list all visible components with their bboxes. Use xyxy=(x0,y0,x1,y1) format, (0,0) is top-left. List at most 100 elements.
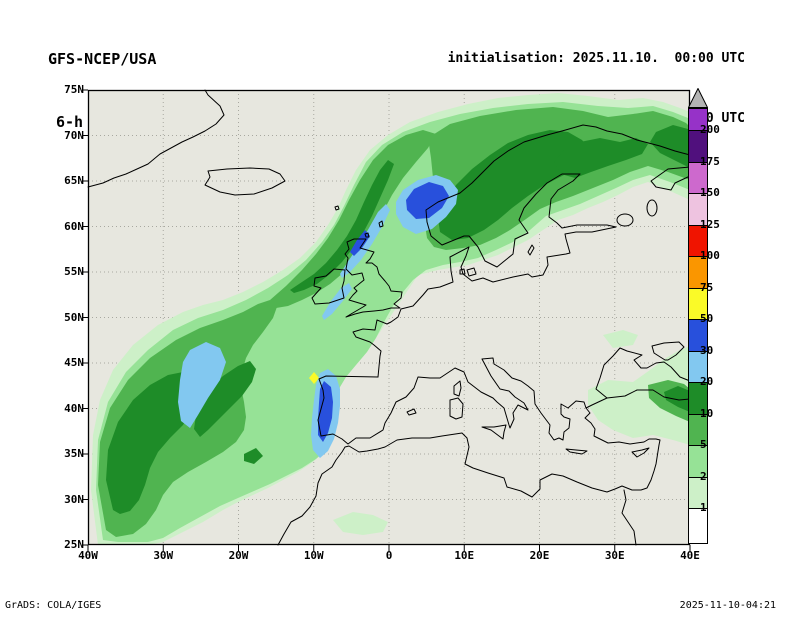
precip-area-10mm xyxy=(554,138,648,178)
lake-ladoga xyxy=(616,213,634,227)
precip-area-10mm xyxy=(650,125,690,168)
model-title: GFS-NCEP/USA xyxy=(48,50,157,68)
colorbar-segment xyxy=(688,193,708,225)
x-axis-label: 10W xyxy=(303,549,324,562)
axis-ticks xyxy=(82,89,691,551)
precip-area-30mm xyxy=(350,230,370,256)
precip-area-10mm xyxy=(106,372,196,514)
precip-area-10mm xyxy=(290,160,394,293)
precip-area-20mm xyxy=(178,342,226,428)
colorbar-segment xyxy=(688,130,708,162)
grads-credit: GrADS: COLA/IGES xyxy=(5,600,102,611)
x-axis-label: 40E xyxy=(680,549,700,562)
great-britain-coast xyxy=(344,238,403,318)
funen-coast xyxy=(459,268,466,275)
colorbar-label: 200 xyxy=(700,123,720,136)
precip-area-1mm xyxy=(603,330,638,348)
colorbar-label: 20 xyxy=(700,375,714,388)
colorbar-segment xyxy=(688,108,708,130)
colorbar-segment xyxy=(688,256,708,288)
x-axis-label: 30W xyxy=(153,549,174,562)
colorbar-label: 175 xyxy=(700,154,720,168)
precip-area-20mm xyxy=(322,283,352,320)
mallorca-coast xyxy=(406,408,417,416)
crete-coast xyxy=(565,448,588,455)
sardinia-coast xyxy=(449,397,464,420)
colorbar-segment xyxy=(688,287,708,319)
y-axis-label: 25N xyxy=(64,538,84,551)
faroe-coast xyxy=(334,205,340,211)
colorbar-arrow-icon xyxy=(688,88,708,108)
y-axis-label: 45N xyxy=(64,356,84,369)
y-axis-label: 50N xyxy=(64,310,84,324)
colorbar-label: 1 xyxy=(700,501,707,514)
colorbar-segment xyxy=(688,413,708,445)
precip-area-1mm xyxy=(588,346,690,445)
colorbar-segment xyxy=(688,224,708,256)
colorbar-label: 2 xyxy=(700,469,707,483)
x-axis-label: 10E xyxy=(454,549,475,562)
precip-area-1mm xyxy=(333,512,388,535)
timestamp: 2025-11-10-04:21 xyxy=(679,600,776,611)
precip-area-10mm xyxy=(664,386,690,412)
precipitation-map xyxy=(82,89,691,551)
precip-area-50mm xyxy=(309,372,319,384)
y-axis-label: 55N xyxy=(64,265,84,278)
x-axis-label: 30E xyxy=(604,549,625,562)
y-axis-label: 60N xyxy=(64,219,84,233)
colorbar-label: 75 xyxy=(700,280,714,294)
colorbar-label: 5 xyxy=(700,438,707,451)
y-axis-label: 65N xyxy=(64,174,84,187)
colorbar-label: 50 xyxy=(700,312,714,325)
precip-area-10mm xyxy=(438,130,591,240)
x-axis-label: 20E xyxy=(529,549,550,562)
init-time: initialisation: 2025.11.10. 00:00 UTC xyxy=(447,51,745,66)
greenland-coast xyxy=(87,89,225,188)
nile-river xyxy=(621,489,637,546)
iberia-mediterranean-coast xyxy=(317,357,691,445)
corsica-coast xyxy=(453,380,462,397)
x-axis-label: 40W xyxy=(78,549,98,562)
black-sea-north-coast xyxy=(595,347,691,399)
sicily-coast xyxy=(481,424,507,440)
colorbar-label: 10 xyxy=(700,406,714,420)
aegean-levant-africa-coast xyxy=(277,407,661,546)
gotland-coast xyxy=(527,244,535,256)
cyprus-coast xyxy=(631,447,650,458)
zealand-coast xyxy=(466,267,477,277)
coastlines xyxy=(87,89,691,546)
precip-area-30mm xyxy=(318,381,333,442)
colorbar-segment xyxy=(688,319,708,351)
precip-area-2mm xyxy=(96,102,690,542)
colorbar xyxy=(688,88,708,544)
iceland-coast xyxy=(204,167,286,196)
colorbar-segment xyxy=(688,350,708,382)
sea-of-azov-coast xyxy=(651,341,685,361)
precip-area-10mm xyxy=(194,361,256,437)
atlantic-baltic-scandinavia-coast xyxy=(352,124,691,378)
y-axis-label: 35N xyxy=(64,447,84,460)
colorbar-label: 30 xyxy=(700,343,714,357)
colorbar-segment xyxy=(688,445,708,477)
x-axis-label: 0 xyxy=(385,549,393,562)
precip-area-30mm xyxy=(406,182,449,219)
lake-onega xyxy=(646,199,658,217)
colorbar-segment xyxy=(688,382,708,414)
precip-area-10mm xyxy=(244,448,263,464)
orkney-coast xyxy=(364,232,370,238)
colorbar-label: 125 xyxy=(700,217,720,231)
ireland-coast xyxy=(311,268,346,305)
white-sea-coast xyxy=(650,166,691,191)
y-axis-label: 75N xyxy=(64,83,84,96)
colorbar-segment xyxy=(688,476,708,508)
x-axis-label: 20W xyxy=(228,549,249,562)
precip-area-5mm xyxy=(270,130,436,308)
y-axis-label: 70N xyxy=(64,128,84,142)
y-axis-label: 30N xyxy=(64,492,84,506)
colorbar-label: 100 xyxy=(700,249,720,262)
colorbar-segment xyxy=(688,161,708,193)
precip-shading xyxy=(91,93,690,545)
y-axis-label: 40N xyxy=(64,401,84,415)
colorbar-segment xyxy=(688,508,708,544)
